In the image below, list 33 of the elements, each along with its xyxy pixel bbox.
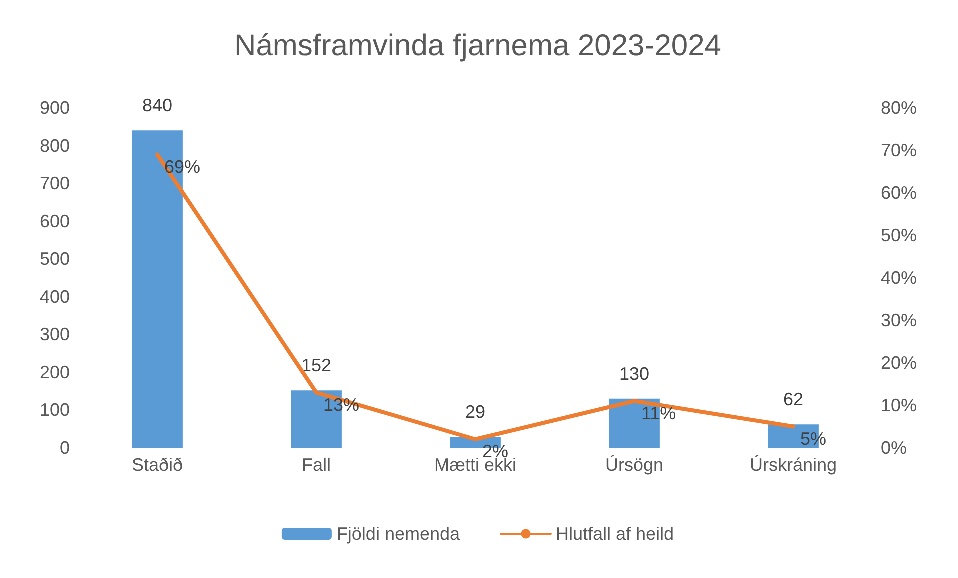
y-tick-label: 100 <box>40 400 70 420</box>
y2-tick-label: 30% <box>881 310 918 330</box>
y-tick-label: 400 <box>40 286 70 307</box>
y-tick-label: 600 <box>40 211 70 232</box>
data-label: 152 <box>301 356 332 376</box>
data-label: 130 <box>619 364 650 384</box>
y2-tick-label: 60% <box>881 183 918 203</box>
data-label: 13% <box>324 394 360 415</box>
data-label: 840 <box>142 96 173 116</box>
x-tick-label: Úrsögn <box>605 455 664 475</box>
y2-tick-label: 0% <box>881 438 908 458</box>
x-tick-label: Staðið <box>132 455 184 475</box>
data-label: 29 <box>465 402 486 422</box>
legend-label: Hlutfall af heild <box>556 524 674 544</box>
y2-tick-label: 80% <box>881 98 918 118</box>
y-tick-label: 500 <box>40 249 70 270</box>
y2-tick-label: 40% <box>881 268 918 288</box>
x-tick-label: Fall <box>302 455 332 475</box>
legend-label: Fjöldi nemenda <box>336 524 461 544</box>
data-label: 69% <box>164 156 201 177</box>
data-label: 62 <box>783 390 804 410</box>
y-tick-label: 800 <box>40 136 70 156</box>
y-tick-label: 0 <box>60 438 70 458</box>
chart-title: Námsframvinda fjarnema 2023-2024 <box>234 30 722 62</box>
x-tick-label: Úrskráning <box>750 455 838 475</box>
y-tick-label: 900 <box>40 98 70 118</box>
y-tick-label: 200 <box>40 362 70 382</box>
y2-tick-label: 50% <box>881 226 918 246</box>
y2-tick-label: 20% <box>881 353 918 373</box>
y2-tick-label: 70% <box>881 140 918 160</box>
y-tick-label: 700 <box>40 174 70 194</box>
y2-tick-label: 10% <box>881 396 918 416</box>
y-tick-label: 300 <box>40 324 70 345</box>
